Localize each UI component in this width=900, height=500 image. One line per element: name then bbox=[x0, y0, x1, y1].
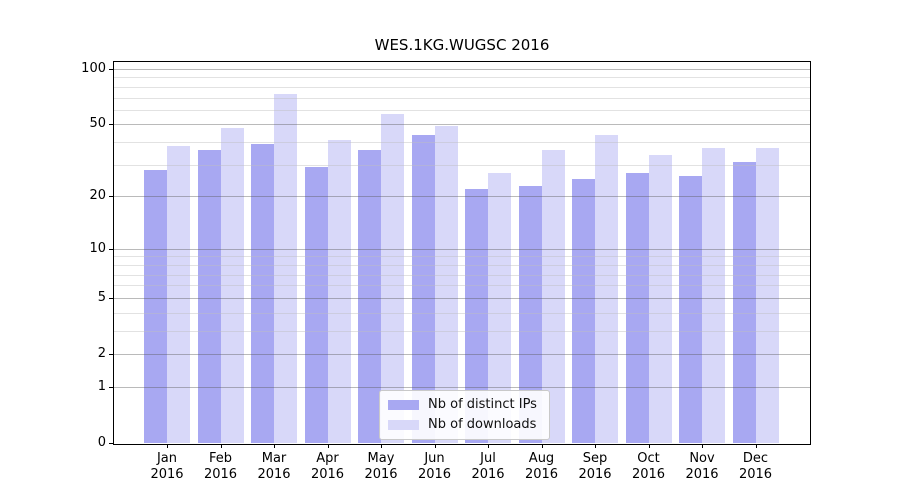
bar-downloads-may bbox=[381, 113, 404, 443]
x-tick-label-nov: Nov 2016 bbox=[685, 451, 719, 482]
x-tick-mark-aug bbox=[541, 444, 543, 448]
x-tick-mark-mar bbox=[274, 444, 275, 448]
x-tick-label-dec: Dec 2016 bbox=[738, 451, 773, 482]
bar-distinct-ips-dec bbox=[732, 162, 756, 443]
x-tick-label-aug: Aug 2016 bbox=[524, 451, 559, 482]
y-tick-mark-100 bbox=[109, 69, 113, 70]
x-tick-mark-apr bbox=[327, 444, 329, 448]
bar-downloads-aug bbox=[541, 150, 565, 443]
x-tick-label-sep: Sep 2016 bbox=[578, 451, 612, 482]
x-tick-label-apr: Apr 2016 bbox=[310, 451, 345, 482]
x-tick-mark-jul bbox=[488, 444, 489, 448]
y-tick-label-20: 20 bbox=[89, 188, 106, 204]
x-tick-mark-sep bbox=[595, 444, 596, 448]
bar-distinct-ips-jul bbox=[465, 188, 488, 443]
legend-row-downloads: Nb of downloads bbox=[388, 417, 537, 433]
y-tick-label-5: 5 bbox=[97, 289, 106, 305]
x-tick-label-mar: Mar 2016 bbox=[257, 451, 291, 482]
x-tick-mark-oct bbox=[648, 444, 650, 448]
y-tick-mark-5 bbox=[109, 297, 113, 299]
y-tick-mark-50 bbox=[109, 124, 113, 126]
x-tick-label-jan: Jan 2016 bbox=[150, 451, 184, 482]
x-tick-label-jul: Jul 2016 bbox=[471, 451, 505, 482]
bar-distinct-ips-jun bbox=[411, 134, 435, 443]
legend-row-distinct-ips: Nb of distinct IPs bbox=[388, 397, 537, 413]
y-tick-mark-10 bbox=[109, 248, 113, 250]
bar-downloads-feb bbox=[220, 127, 244, 443]
y-tick-label-1: 1 bbox=[97, 378, 106, 394]
x-tick-label-oct: Oct 2016 bbox=[631, 451, 666, 482]
chart-title: WES.1KG.WUGSC 2016 bbox=[374, 36, 550, 54]
bar-distinct-ips-nov bbox=[679, 175, 702, 443]
bar-distinct-ips-aug bbox=[518, 185, 542, 443]
legend-swatch-downloads bbox=[388, 420, 419, 430]
bar-downloads-oct bbox=[648, 154, 672, 443]
y-tick-label-100: 100 bbox=[81, 61, 106, 76]
bar-downloads-sep bbox=[595, 134, 618, 443]
y-tick-mark-1 bbox=[109, 386, 113, 388]
bar-distinct-ips-feb bbox=[197, 150, 221, 443]
legend: Nb of distinct IPs Nb of downloads bbox=[379, 390, 550, 440]
legend-label-downloads: Nb of downloads bbox=[428, 417, 537, 432]
bar-downloads-apr bbox=[327, 140, 351, 443]
y-tick-label-10: 10 bbox=[89, 240, 106, 256]
y-tick-mark-0 bbox=[109, 443, 113, 444]
x-tick-mark-feb bbox=[220, 444, 222, 448]
y-tick-label-2: 2 bbox=[97, 346, 106, 361]
bar-downloads-jul bbox=[488, 173, 511, 443]
bar-downloads-jan bbox=[167, 146, 190, 443]
bar-distinct-ips-may bbox=[358, 150, 381, 443]
bar-downloads-jun bbox=[434, 126, 458, 443]
bar-distinct-ips-apr bbox=[304, 167, 328, 443]
bar-distinct-ips-mar bbox=[251, 144, 274, 443]
bar-downloads-dec bbox=[755, 148, 779, 443]
x-tick-mark-may bbox=[381, 444, 382, 448]
bars-layer bbox=[114, 62, 810, 443]
y-tick-mark-20 bbox=[109, 196, 113, 198]
bar-distinct-ips-jan bbox=[144, 170, 167, 443]
bar-downloads-nov bbox=[702, 148, 725, 443]
x-tick-mark-dec bbox=[755, 444, 757, 448]
bar-distinct-ips-oct bbox=[625, 173, 649, 443]
x-tick-mark-jan bbox=[167, 444, 168, 448]
y-tick-mark-2 bbox=[109, 354, 113, 355]
x-tick-label-jun: Jun 2016 bbox=[417, 451, 452, 482]
x-tick-label-may: May 2016 bbox=[364, 451, 398, 482]
x-tick-mark-nov bbox=[702, 444, 703, 448]
legend-swatch-distinct-ips bbox=[388, 400, 419, 410]
bar-downloads-mar bbox=[274, 94, 297, 443]
legend-label-distinct-ips: Nb of distinct IPs bbox=[428, 397, 537, 412]
x-tick-mark-jun bbox=[434, 444, 436, 448]
y-tick-label-50: 50 bbox=[89, 116, 106, 132]
bar-distinct-ips-sep bbox=[572, 179, 595, 443]
x-tick-label-feb: Feb 2016 bbox=[203, 451, 238, 482]
y-tick-label-0: 0 bbox=[97, 435, 106, 450]
